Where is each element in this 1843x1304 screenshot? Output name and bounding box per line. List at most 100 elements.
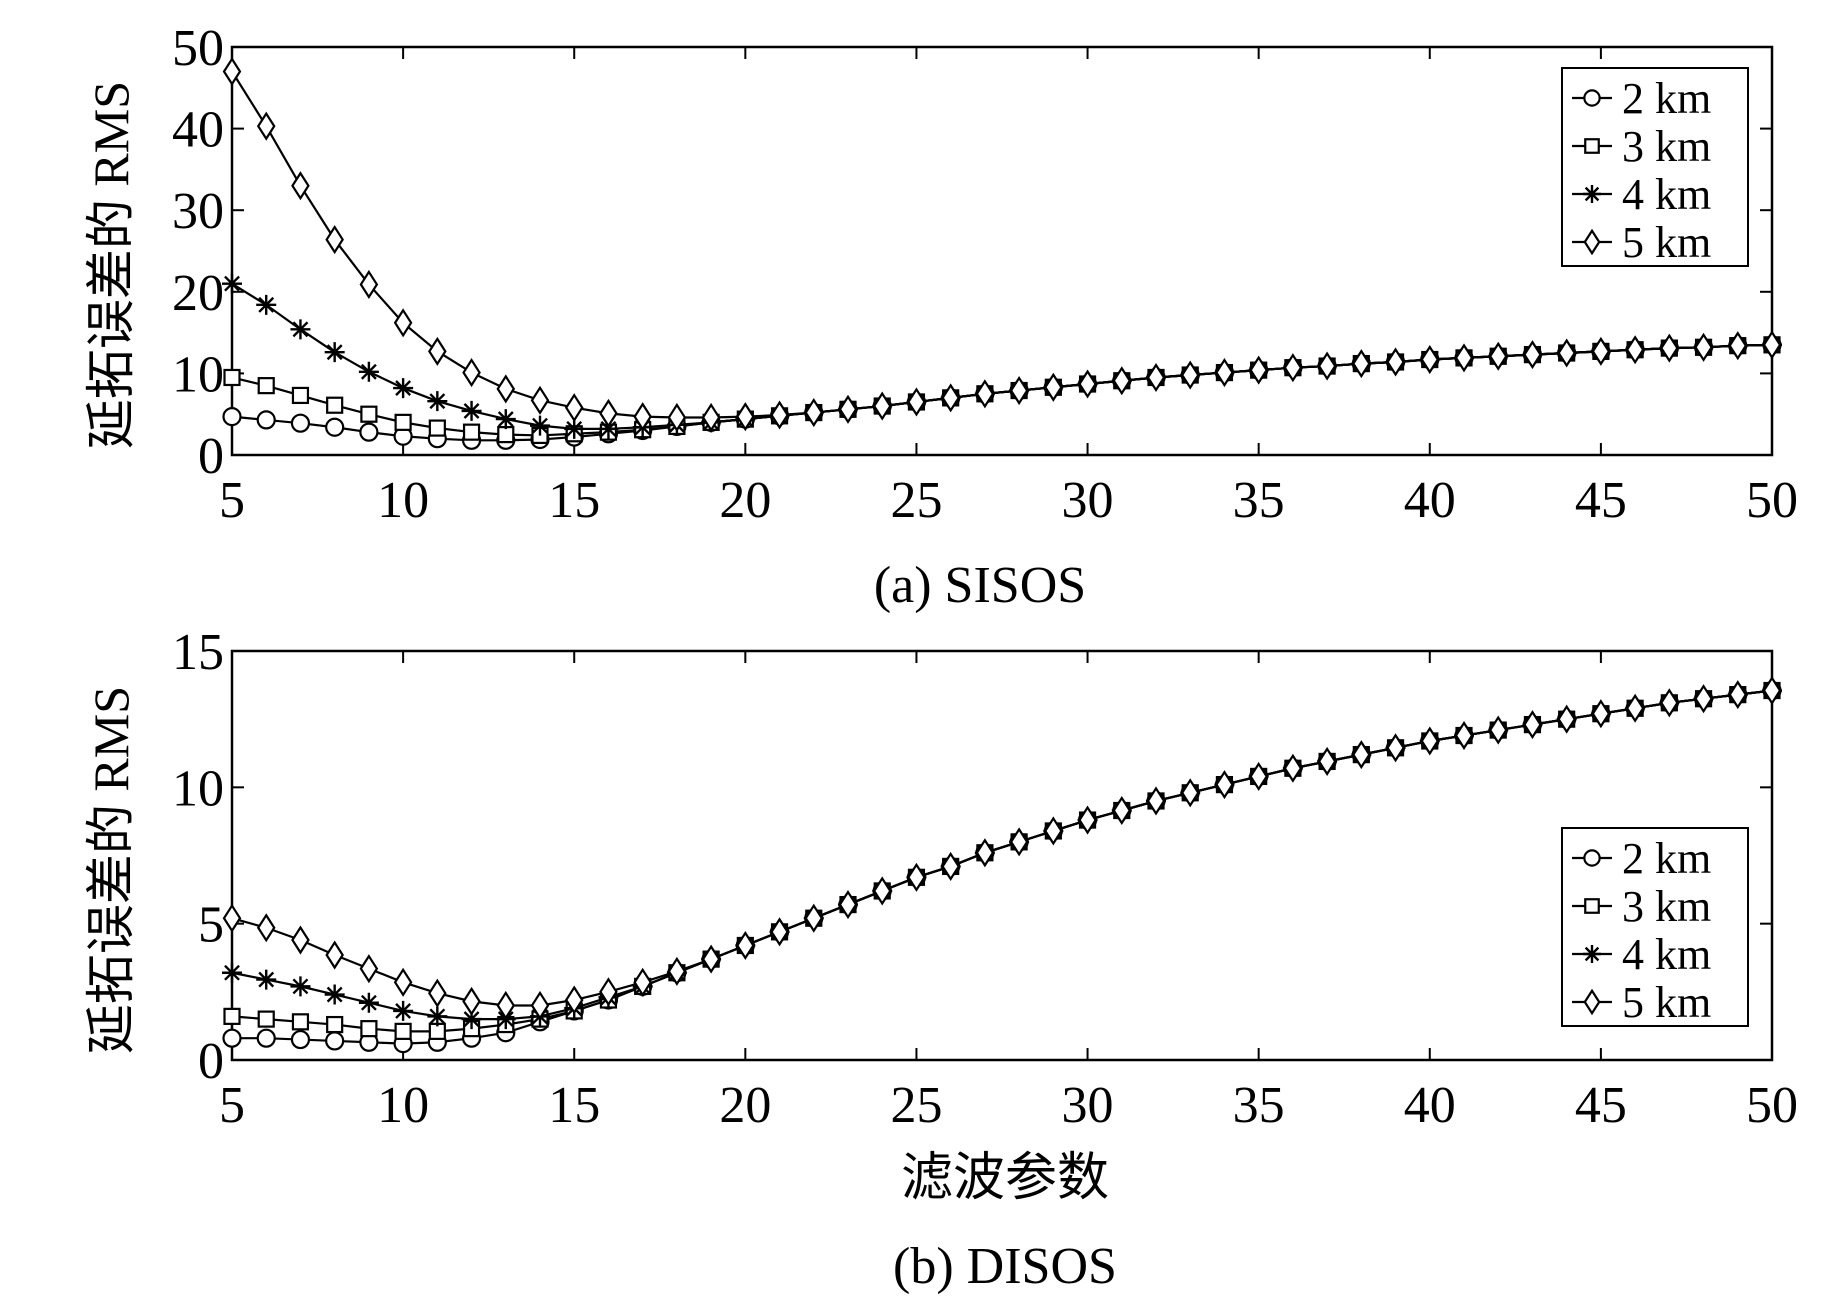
panel-b-data-point — [804, 903, 824, 933]
panel-a-data-point — [1146, 362, 1166, 393]
panel-a-data-point — [804, 398, 824, 428]
panel-a-data-point — [564, 418, 585, 439]
panel-a-y-tick-label: 20 — [172, 265, 224, 322]
panel-a-data-point — [256, 294, 277, 315]
panel-a-data-point — [462, 358, 481, 388]
panel-a-legend-marker — [1583, 89, 1601, 107]
panel-a-data-point — [326, 396, 344, 414]
panel-a-data-point — [428, 336, 447, 366]
panel-a-x-tick-label: 35 — [1233, 472, 1285, 529]
panel-b-data-point — [941, 851, 960, 881]
panel-a: 延拓误差的 RMS (a) SISOS 5 10 15 20 25 30 35 40 45 500… — [83, 20, 1798, 614]
panel-b-series-line — [231, 689, 1773, 1007]
panel-a-legend-label: 5 km — [1622, 218, 1711, 267]
panel-a-y-tick-label: 50 — [172, 20, 224, 77]
panel-b-data-point — [1180, 778, 1200, 808]
panel-a-data-point — [975, 379, 995, 409]
panel-b-data-point — [324, 984, 345, 1005]
panel-a-data-point — [257, 377, 275, 395]
panel-b-data-point — [1420, 726, 1440, 756]
panel-a-data-point — [291, 386, 310, 405]
panel-b-legend-item: 3 km — [1572, 882, 1711, 931]
panel-a-y-tick-label: 40 — [172, 102, 224, 159]
panel-b-data-point — [428, 978, 447, 1008]
panel-a-data-point — [838, 394, 858, 424]
panel-a-data-point — [1454, 343, 1474, 373]
panel-a-series-4km — [222, 273, 1782, 439]
panel-a-data-point — [1352, 349, 1371, 379]
panel-a-x-tick-label: 45 — [1575, 472, 1627, 529]
panel-a-data-point — [393, 378, 414, 399]
panel-b-data-point — [770, 917, 789, 947]
panel-a-data-point — [530, 415, 550, 436]
panel-b-series-3km — [223, 681, 1781, 1040]
panel-b-data-point — [326, 1015, 344, 1034]
panel-a-data-point — [1283, 353, 1303, 383]
panel-a-x-ticks: 5 10 15 20 25 30 35 40 45 50 — [219, 47, 1798, 529]
panel-a-data-point — [325, 225, 344, 255]
panel-b-data-point — [394, 1022, 412, 1040]
panel-b-data-point — [1317, 746, 1337, 776]
panel-b-xlabel: 滤波参数 — [901, 1150, 1109, 1207]
panel-a-data-point — [1523, 340, 1542, 370]
panel-a-y-tick-label: 0 — [198, 428, 224, 485]
panel-a-series-line — [231, 70, 1773, 419]
panel-a-y-ticks: 0 10 20 30 40 50 — [172, 20, 1772, 485]
panel-a-x-tick-label: 10 — [377, 472, 429, 529]
panel-b-legend-label: 4 km — [1622, 930, 1711, 979]
panel-a-data-point — [598, 418, 619, 439]
panel-a-data-point — [223, 368, 241, 387]
panel-b-x-tick-label: 15 — [548, 1077, 600, 1134]
panel-b-data-point — [290, 976, 311, 997]
panel-a-data-point — [564, 393, 584, 423]
panel-a-data-point — [633, 402, 652, 432]
panel-b-legend-label: 5 km — [1622, 978, 1711, 1027]
panel-b-data-point — [222, 962, 242, 983]
panel-b-data-point — [1454, 720, 1474, 751]
panel-a-data-point — [495, 409, 516, 430]
panel-b-data-point — [1009, 827, 1029, 857]
panel-a-data-point — [1317, 351, 1337, 381]
panel-b-data-point — [1625, 693, 1645, 723]
panel-a-data-point — [290, 319, 311, 340]
panel-a-data-point — [1591, 336, 1611, 366]
panel-b-x-tick-label: 35 — [1233, 1077, 1285, 1134]
panel-a-data-point — [1180, 360, 1200, 390]
panel-a-caption: (a) SISOS — [874, 557, 1086, 614]
panel-a-data-point — [1420, 344, 1440, 375]
panel-b-legend-marker — [1583, 988, 1601, 1016]
panel-b-data-point — [1591, 699, 1611, 729]
panel-b-data-point — [325, 1031, 345, 1051]
panel-b-ylabel: 延拓误差的 RMS — [83, 686, 139, 1054]
panel-a-data-point — [359, 269, 379, 299]
panel-b-x-tick-label: 20 — [719, 1077, 771, 1134]
panel-a-data-point — [462, 423, 481, 441]
panel-b-data-point — [599, 977, 618, 1007]
panel-a-data-point — [1488, 341, 1508, 371]
panel-a-legend-marker — [1583, 185, 1601, 203]
panel-a-ylabel: 延拓误差的 RMS — [83, 81, 139, 449]
panel-a-data-point — [222, 407, 242, 427]
panel-a-data-point — [222, 56, 242, 87]
panel-a-data-point — [1625, 335, 1645, 365]
panel-b-data-point — [360, 1020, 378, 1038]
panel-b-data-point — [290, 1029, 311, 1050]
panel-a-y-tick-label: 30 — [172, 183, 224, 240]
panel-b-y-tick-label: 15 — [172, 624, 224, 681]
panel-b-y-ticks: 0 5 10 15 — [172, 624, 1772, 1090]
panel-b-data-point — [1249, 761, 1268, 791]
panel-b-legend-marker — [1583, 849, 1601, 867]
panel-a-data-point — [1694, 332, 1713, 362]
panel-a-legend-item: 4 km — [1572, 170, 1711, 219]
panel-a-x-tick-label: 30 — [1062, 472, 1114, 529]
panel-a-data-point — [941, 383, 960, 413]
panel-b-data-point — [393, 1000, 414, 1021]
panel-a-x-tick-label: 5 — [219, 472, 245, 529]
panel-b-legend-label: 3 km — [1622, 882, 1711, 931]
panel-a-data-point — [1215, 358, 1234, 388]
panel-b-data-point — [1694, 684, 1713, 714]
panel-a-data-point — [256, 410, 276, 430]
panel-b-data-point — [427, 1006, 448, 1027]
